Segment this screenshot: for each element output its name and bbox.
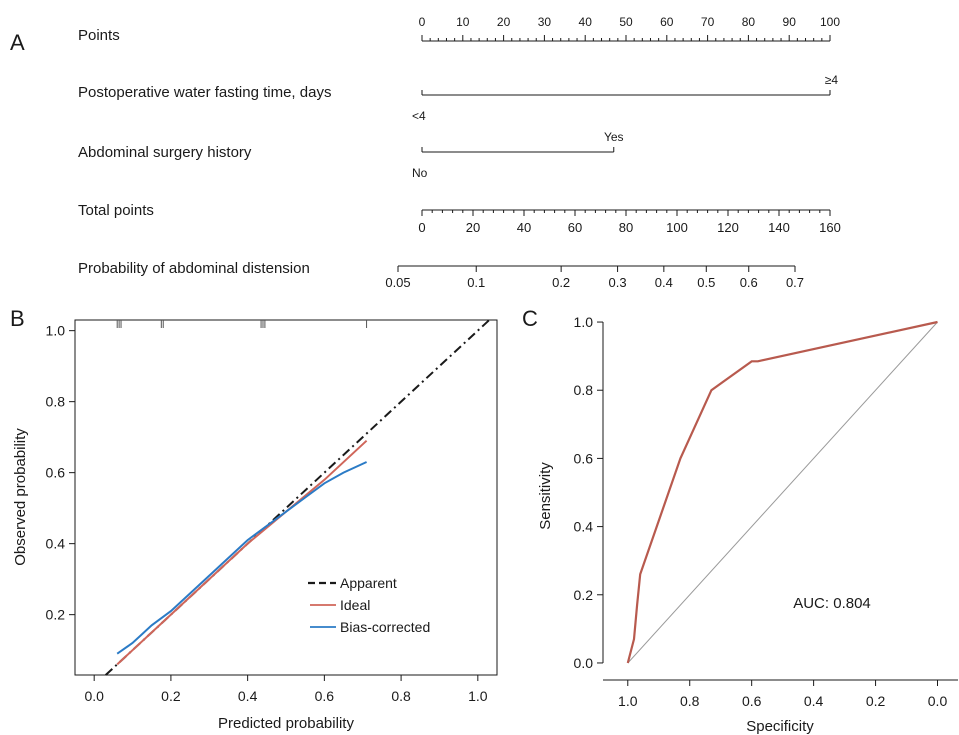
level-label-yes: Yes	[604, 130, 624, 144]
ideal-line	[116, 439, 368, 666]
roc-series	[626, 320, 938, 664]
points-tick-label: 60	[660, 15, 674, 29]
legend-label-apparent: Apparent	[340, 575, 397, 591]
row-label-water-fasting: Postoperative water fasting time, days	[78, 84, 331, 101]
probability-tick-label: 0.4	[655, 275, 673, 290]
panel-label-a: A	[10, 30, 25, 55]
calibration-x-tick-label: 1.0	[468, 688, 488, 704]
points-tick-label: 90	[783, 15, 797, 29]
calibration-y-tick-label: 0.8	[46, 394, 66, 410]
total-tick-label: 0	[418, 220, 425, 235]
probability-tick-label: 0.6	[740, 275, 758, 290]
points-tick-label: 0	[419, 15, 426, 29]
roc-curve	[626, 320, 938, 664]
roc-y-tick-label: 0.6	[574, 450, 594, 466]
row-label-points: Points	[78, 27, 120, 44]
probability-tick-label: 0.05	[385, 275, 410, 290]
total-tick-label: 40	[517, 220, 531, 235]
roc-x-tick-label: 0.6	[742, 693, 762, 709]
total-tick-label: 120	[717, 220, 739, 235]
points-tick-label: 70	[701, 15, 715, 29]
roc-y-tick-label: 0.4	[574, 519, 594, 535]
points-tick-label: 50	[619, 15, 633, 29]
calibration-x-tick-label: 0.0	[84, 688, 104, 704]
roc-x-axis-label: Specificity	[746, 718, 814, 735]
roc-plot: 1.0 0.8 0.6 0.4 0.2 0.0 0.0 0.2 0.4 0.6 0.8 1.0 AU…	[537, 314, 958, 735]
calibration-rug	[116, 320, 368, 328]
total-tick-label: 100	[666, 220, 688, 235]
row-label-probability: Probability of abdominal distension	[78, 260, 310, 277]
points-tick-label: 80	[742, 15, 756, 29]
total-tick-label: 60	[568, 220, 582, 235]
points-tick-label: 10	[456, 15, 470, 29]
roc-y-axis-label: Sensitivity	[537, 462, 554, 530]
level-label-no: No	[412, 166, 428, 180]
calibration-y-ticks: 0.2 0.4 0.6 0.8 1.0	[46, 323, 75, 623]
apparent-line	[105, 319, 490, 676]
surgery-history-bar: No Yes	[412, 130, 624, 180]
total-tick-label: 160	[819, 220, 841, 235]
calibration-series	[105, 319, 490, 676]
probability-tick-label: 0.2	[552, 275, 570, 290]
calibration-x-tick-label: 0.2	[161, 688, 181, 704]
legend-label-bias-corrected: Bias-corrected	[340, 619, 430, 635]
level-label-ge4: ≥4	[825, 73, 839, 87]
total-tick-label: 140	[768, 220, 790, 235]
roc-x-tick-label: 0.8	[680, 693, 700, 709]
row-label-total-points: Total points	[78, 202, 154, 219]
calibration-y-tick-label: 0.6	[46, 465, 66, 481]
roc-y-tick-label: 0.2	[574, 587, 594, 603]
roc-auc-annotation: AUC: 0.804	[793, 595, 871, 612]
points-axis: 0 10 20 30 40 50 60 70 80 90 100	[419, 15, 840, 42]
roc-x-tick-label: 0.0	[928, 693, 948, 709]
calibration-x-tick-label: 0.4	[238, 688, 258, 704]
probability-tick-label: 0.5	[697, 275, 715, 290]
roc-y-tick-label: 0.0	[574, 655, 594, 671]
total-points-axis: 0 20 40 60 80 100 120 140 160	[418, 209, 841, 235]
roc-chance-line	[627, 321, 938, 664]
calibration-plot-frame	[74, 319, 498, 676]
points-tick-label: 30	[538, 15, 552, 29]
roc-x-tick-label: 0.4	[804, 693, 824, 709]
legend-label-ideal: Ideal	[340, 597, 370, 613]
water-fasting-bar: <4 ≥4	[412, 73, 838, 123]
calibration-legend: Apparent Ideal Bias-corrected	[308, 575, 430, 635]
calibration-y-tick-label: 1.0	[46, 323, 66, 339]
roc-y-tick-label: 1.0	[574, 314, 594, 330]
calibration-y-axis-label: Observed probability	[12, 428, 29, 566]
calibration-x-ticks: 0.0 0.2 0.4 0.6 0.8 1.0	[84, 675, 488, 704]
probability-tick-label: 0.3	[609, 275, 627, 290]
row-label-surgery-history: Abdominal surgery history	[78, 144, 252, 161]
probability-tick-label: 0.7	[786, 275, 804, 290]
total-tick-label: 80	[619, 220, 633, 235]
probability-tick-label: 0.1	[467, 275, 485, 290]
calibration-plot: 0.0 0.2 0.4 0.6 0.8 1.0 0.2 0.4 0.6 0.8 1.0 Predi…	[12, 319, 498, 732]
roc-x-ticks: 1.0 0.8 0.6 0.4 0.2 0.0	[618, 680, 947, 709]
calibration-y-tick-label: 0.2	[46, 607, 66, 623]
roc-x-tick-label: 0.2	[866, 693, 886, 709]
roc-x-tick-label: 1.0	[618, 693, 638, 709]
nomogram: Points Postoperative water fasting time,…	[78, 15, 841, 290]
panel-label-b: B	[10, 306, 25, 331]
calibration-x-tick-label: 0.6	[315, 688, 335, 704]
points-tick-label: 20	[497, 15, 511, 29]
panel-label-c: C	[522, 306, 538, 331]
level-label-lt4: <4	[412, 109, 426, 123]
calibration-y-tick-label: 0.4	[46, 536, 66, 552]
points-tick-label: 40	[579, 15, 593, 29]
calibration-x-axis-label: Predicted probability	[218, 715, 354, 732]
roc-y-ticks: 0.0 0.2 0.4 0.6 0.8 1.0	[574, 314, 603, 671]
roc-y-tick-label: 0.8	[574, 382, 594, 398]
probability-axis: 0.05 0.1 0.2 0.3 0.4 0.5 0.6 0.7	[385, 265, 804, 290]
points-tick-label: 100	[820, 15, 840, 29]
total-tick-label: 20	[466, 220, 480, 235]
bias-corrected-line	[116, 461, 368, 655]
calibration-x-tick-label: 0.8	[391, 688, 411, 704]
